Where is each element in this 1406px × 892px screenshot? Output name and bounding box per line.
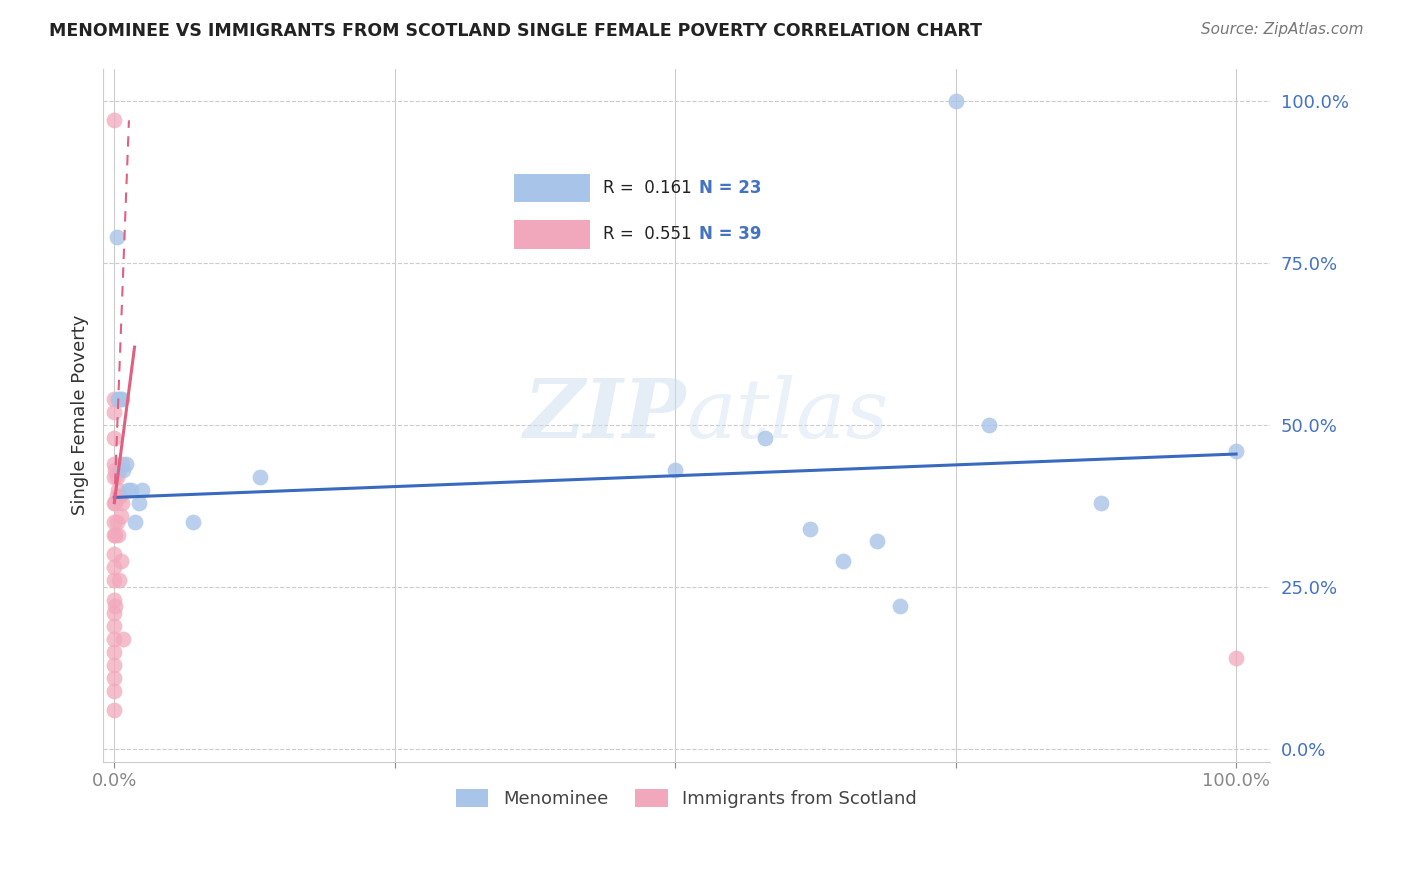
- Point: [112, 463, 135, 477]
- Point: [107, 392, 129, 406]
- Point: [108, 463, 131, 477]
- Point: [104, 463, 127, 477]
- Point: [979, 417, 1001, 432]
- Point: [103, 113, 125, 128]
- Point: [103, 431, 125, 445]
- Point: [103, 495, 125, 509]
- FancyBboxPatch shape: [513, 219, 591, 249]
- Text: N = 23: N = 23: [699, 179, 761, 197]
- Point: [249, 469, 271, 483]
- Text: atlas: atlas: [686, 376, 889, 455]
- Point: [112, 632, 135, 646]
- Point: [103, 703, 125, 717]
- Point: [103, 405, 125, 419]
- Point: [103, 548, 125, 562]
- Point: [1225, 443, 1247, 458]
- Point: [103, 560, 125, 574]
- Point: [799, 522, 821, 536]
- Point: [103, 671, 125, 685]
- Point: [103, 657, 125, 672]
- Point: [103, 592, 125, 607]
- Point: [664, 463, 686, 477]
- Legend: Menominee, Immigrants from Scotland: Menominee, Immigrants from Scotland: [449, 781, 924, 815]
- Point: [103, 645, 125, 659]
- Point: [111, 457, 134, 471]
- Point: [117, 483, 139, 497]
- Point: [120, 483, 142, 497]
- Point: [103, 632, 125, 646]
- Point: [128, 495, 150, 509]
- Text: ZIP: ZIP: [524, 376, 686, 455]
- Point: [104, 495, 127, 509]
- Point: [103, 528, 125, 542]
- Point: [181, 515, 204, 529]
- Point: [107, 528, 129, 542]
- Text: MENOMINEE VS IMMIGRANTS FROM SCOTLAND SINGLE FEMALE POVERTY CORRELATION CHART: MENOMINEE VS IMMIGRANTS FROM SCOTLAND SI…: [49, 22, 983, 40]
- Point: [104, 528, 127, 542]
- Point: [108, 489, 131, 503]
- Point: [103, 469, 125, 483]
- Point: [131, 483, 153, 497]
- Point: [107, 483, 129, 497]
- Point: [103, 515, 125, 529]
- Point: [866, 534, 889, 549]
- Point: [754, 431, 776, 445]
- Text: N = 39: N = 39: [699, 225, 761, 244]
- Point: [103, 392, 125, 406]
- Point: [832, 554, 855, 568]
- Point: [111, 392, 134, 406]
- Point: [1090, 495, 1112, 509]
- Point: [1225, 651, 1247, 665]
- Point: [108, 392, 131, 406]
- Point: [104, 599, 127, 614]
- Point: [105, 489, 128, 503]
- Point: [103, 683, 125, 698]
- Point: [105, 230, 128, 244]
- Point: [110, 508, 132, 523]
- Point: [124, 515, 146, 529]
- Point: [103, 618, 125, 632]
- Point: [103, 574, 125, 588]
- Point: [108, 574, 131, 588]
- Text: R =  0.551: R = 0.551: [603, 225, 692, 244]
- Point: [110, 554, 132, 568]
- Point: [111, 495, 134, 509]
- Point: [105, 515, 128, 529]
- Point: [103, 606, 125, 620]
- Y-axis label: Single Female Poverty: Single Female Poverty: [72, 315, 89, 516]
- FancyBboxPatch shape: [513, 174, 591, 202]
- Point: [945, 94, 967, 108]
- Point: [105, 469, 128, 483]
- Text: Source: ZipAtlas.com: Source: ZipAtlas.com: [1201, 22, 1364, 37]
- Point: [114, 457, 136, 471]
- Point: [889, 599, 911, 614]
- Point: [103, 457, 125, 471]
- Text: R =  0.161: R = 0.161: [603, 179, 692, 197]
